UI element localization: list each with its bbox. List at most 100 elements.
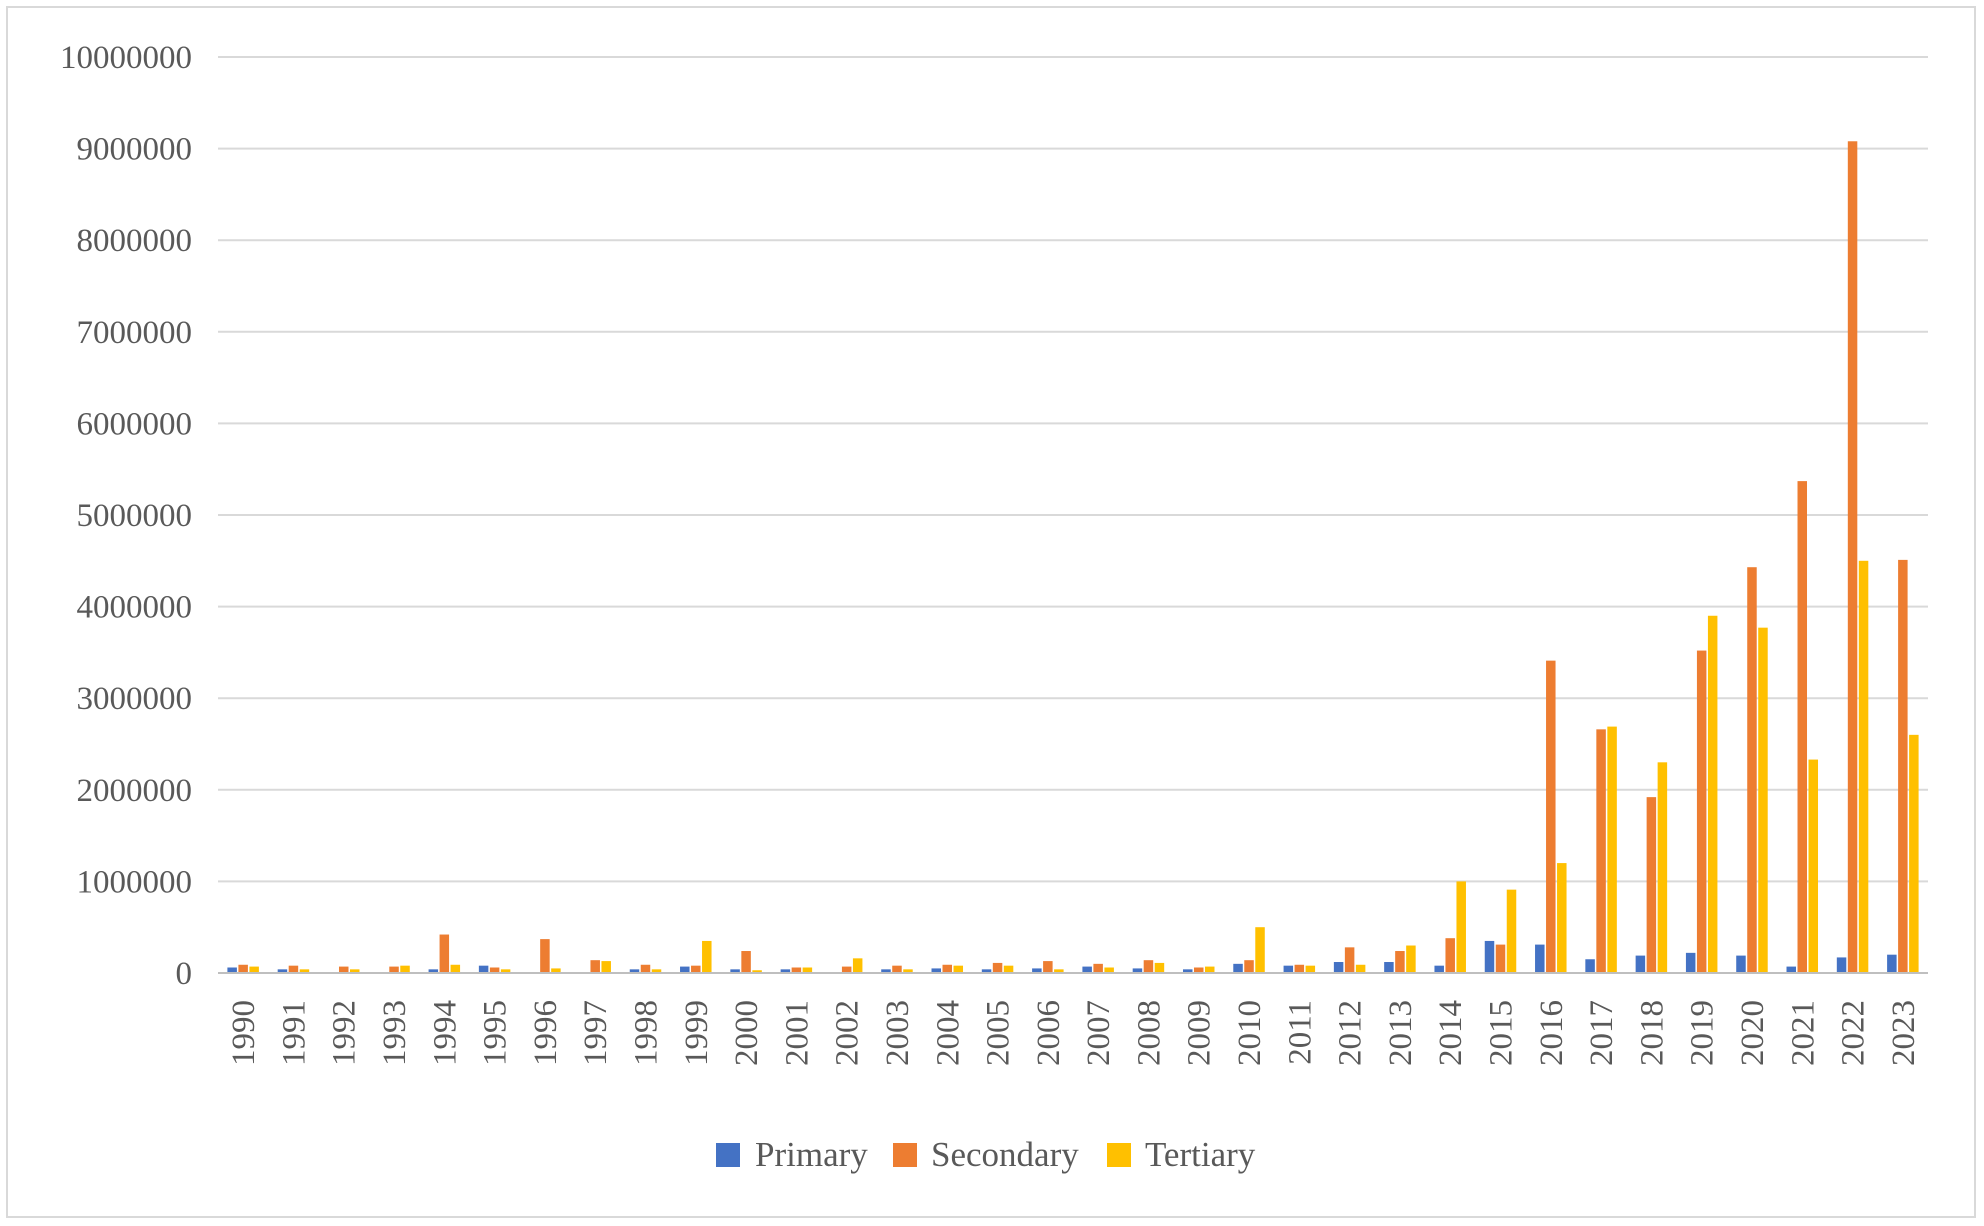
x-tick-label: 2007 xyxy=(1081,1000,1117,1066)
y-axis-tick-labels: 0 1000000 2000000 3000000 4000000 5000000 6000… xyxy=(60,40,192,992)
x-tick-label: 2011 xyxy=(1282,1000,1318,1065)
bar-secondary-1998 xyxy=(640,964,651,973)
bar-secondary-2002 xyxy=(841,966,852,973)
legend: Primary Secondary Tertiary xyxy=(716,1135,1256,1174)
bar-tertiary-1996 xyxy=(551,968,561,973)
x-tick-label: 1997 xyxy=(578,1000,614,1066)
bar-tertiary-2021 xyxy=(1808,759,1819,973)
bar-tertiary-2018 xyxy=(1657,762,1668,973)
x-tick-label: 2017 xyxy=(1584,1000,1620,1066)
x-tick-label: 2006 xyxy=(1031,1000,1067,1066)
bar-primary-1990 xyxy=(227,967,237,973)
bar-secondary-2023 xyxy=(1898,559,1908,973)
bar-secondary-1997 xyxy=(590,960,600,973)
x-tick-label: 2012 xyxy=(1333,1000,1369,1066)
x-tick-label: 1993 xyxy=(377,1000,413,1066)
bar-secondary-1995 xyxy=(489,967,500,973)
bar-tertiary-2020 xyxy=(1758,627,1768,973)
bar-secondary-2006 xyxy=(1043,961,1053,973)
bar-tertiary-1997 xyxy=(601,961,611,973)
bar-secondary-1994 xyxy=(439,934,450,973)
bar-tertiary-2019 xyxy=(1707,615,1718,973)
y-tick-label: 2000000 xyxy=(77,773,193,809)
bar-primary-2012 xyxy=(1333,962,1344,973)
bar-secondary-2012 xyxy=(1344,947,1355,973)
bar-secondary-1999 xyxy=(691,965,701,973)
bar-primary-2000 xyxy=(730,969,740,973)
x-tick-label: 2003 xyxy=(880,1000,916,1066)
x-tick-label: 2015 xyxy=(1484,1000,1520,1066)
x-tick-label: 2000 xyxy=(729,1000,765,1066)
legend-swatch-secondary xyxy=(893,1143,917,1167)
bar-primary-1991 xyxy=(277,969,288,973)
y-tick-label: 10000000 xyxy=(60,40,192,76)
y-tick-label: 3000000 xyxy=(77,681,193,717)
bar-secondary-2016 xyxy=(1546,660,1556,973)
legend-label-tertiary: Tertiary xyxy=(1145,1135,1256,1174)
y-tick-label: 0 xyxy=(176,956,193,992)
bar-secondary-1993 xyxy=(389,966,399,973)
x-tick-label: 2022 xyxy=(1836,1000,1872,1066)
gridlines xyxy=(218,56,1928,883)
bar-tertiary-2015 xyxy=(1506,889,1517,973)
x-tick-label: 2008 xyxy=(1131,1000,1167,1066)
bar-secondary-2015 xyxy=(1495,944,1506,973)
x-tick-label: 2009 xyxy=(1182,1000,1218,1066)
x-tick-label: 1998 xyxy=(629,1000,665,1066)
bar-tertiary-1990 xyxy=(249,966,259,973)
y-tick-label: 8000000 xyxy=(77,223,193,259)
y-tick-label: 7000000 xyxy=(77,315,193,351)
x-tick-label: 1995 xyxy=(478,1000,514,1066)
bar-secondary-1990 xyxy=(238,964,248,973)
bar-primary-2023 xyxy=(1887,954,1897,973)
x-tick-label: 1992 xyxy=(327,1000,363,1066)
bar-secondary-2009 xyxy=(1193,967,1204,973)
bar-tertiary-2023 xyxy=(1909,734,1919,973)
x-tick-label: 1991 xyxy=(276,1000,312,1066)
x-tick-label: 1999 xyxy=(679,1000,715,1066)
bar-secondary-2020 xyxy=(1747,567,1757,973)
bar-primary-1994 xyxy=(428,969,439,973)
bar-primary-2022 xyxy=(1836,957,1847,973)
bar-primary-2006 xyxy=(1032,968,1042,973)
bar-tertiary-2017 xyxy=(1607,726,1617,973)
bar-secondary-2014 xyxy=(1445,938,1455,973)
bar-primary-2015 xyxy=(1484,940,1495,973)
legend-swatch-tertiary xyxy=(1107,1143,1131,1167)
bar-tertiary-2003 xyxy=(903,969,913,973)
bar-primary-2016 xyxy=(1535,944,1545,973)
y-tick-label: 9000000 xyxy=(77,132,193,168)
legend-label-primary: Primary xyxy=(755,1135,868,1174)
bar-primary-2018 xyxy=(1635,955,1646,973)
bar-secondary-2011 xyxy=(1294,964,1305,973)
x-tick-label: 2019 xyxy=(1685,1000,1721,1066)
x-tick-label: 2014 xyxy=(1433,1000,1469,1066)
bar-primary-2007 xyxy=(1082,966,1092,973)
bar-tertiary-2016 xyxy=(1557,863,1567,973)
y-tick-label: 4000000 xyxy=(77,590,193,626)
x-axis-tick-labels: 1990 1991 1992 1993 1994 1995 1996 1997 1998 1999… xyxy=(226,1000,1922,1066)
bar-secondary-2019 xyxy=(1696,650,1707,973)
bar-secondary-2007 xyxy=(1093,963,1103,973)
chart-frame xyxy=(6,6,1976,1218)
bar-secondary-2008 xyxy=(1143,960,1154,973)
x-tick-label: 2016 xyxy=(1534,1000,1570,1066)
x-tick-label: 2021 xyxy=(1785,1000,1821,1066)
bar-primary-2021 xyxy=(1786,966,1797,973)
x-tick-label: 2004 xyxy=(930,1000,966,1066)
bar-secondary-2000 xyxy=(741,951,751,973)
bar-secondary-2001 xyxy=(791,967,802,973)
x-tick-label: 1996 xyxy=(528,1000,564,1066)
x-tick-label: 2023 xyxy=(1886,1000,1922,1066)
y-tick-label: 5000000 xyxy=(77,498,193,534)
bar-primary-2005 xyxy=(981,969,992,973)
bar-tertiary-2013 xyxy=(1406,945,1416,973)
x-tick-label: 1990 xyxy=(226,1000,262,1066)
bar-primary-2011 xyxy=(1283,965,1294,973)
bar-tertiary-2002 xyxy=(852,958,863,973)
bar-tertiary-2008 xyxy=(1154,962,1165,973)
bar-secondary-2004 xyxy=(942,964,953,973)
bar-secondary-1991 xyxy=(288,965,299,973)
bar-tertiary-2007 xyxy=(1104,967,1114,973)
